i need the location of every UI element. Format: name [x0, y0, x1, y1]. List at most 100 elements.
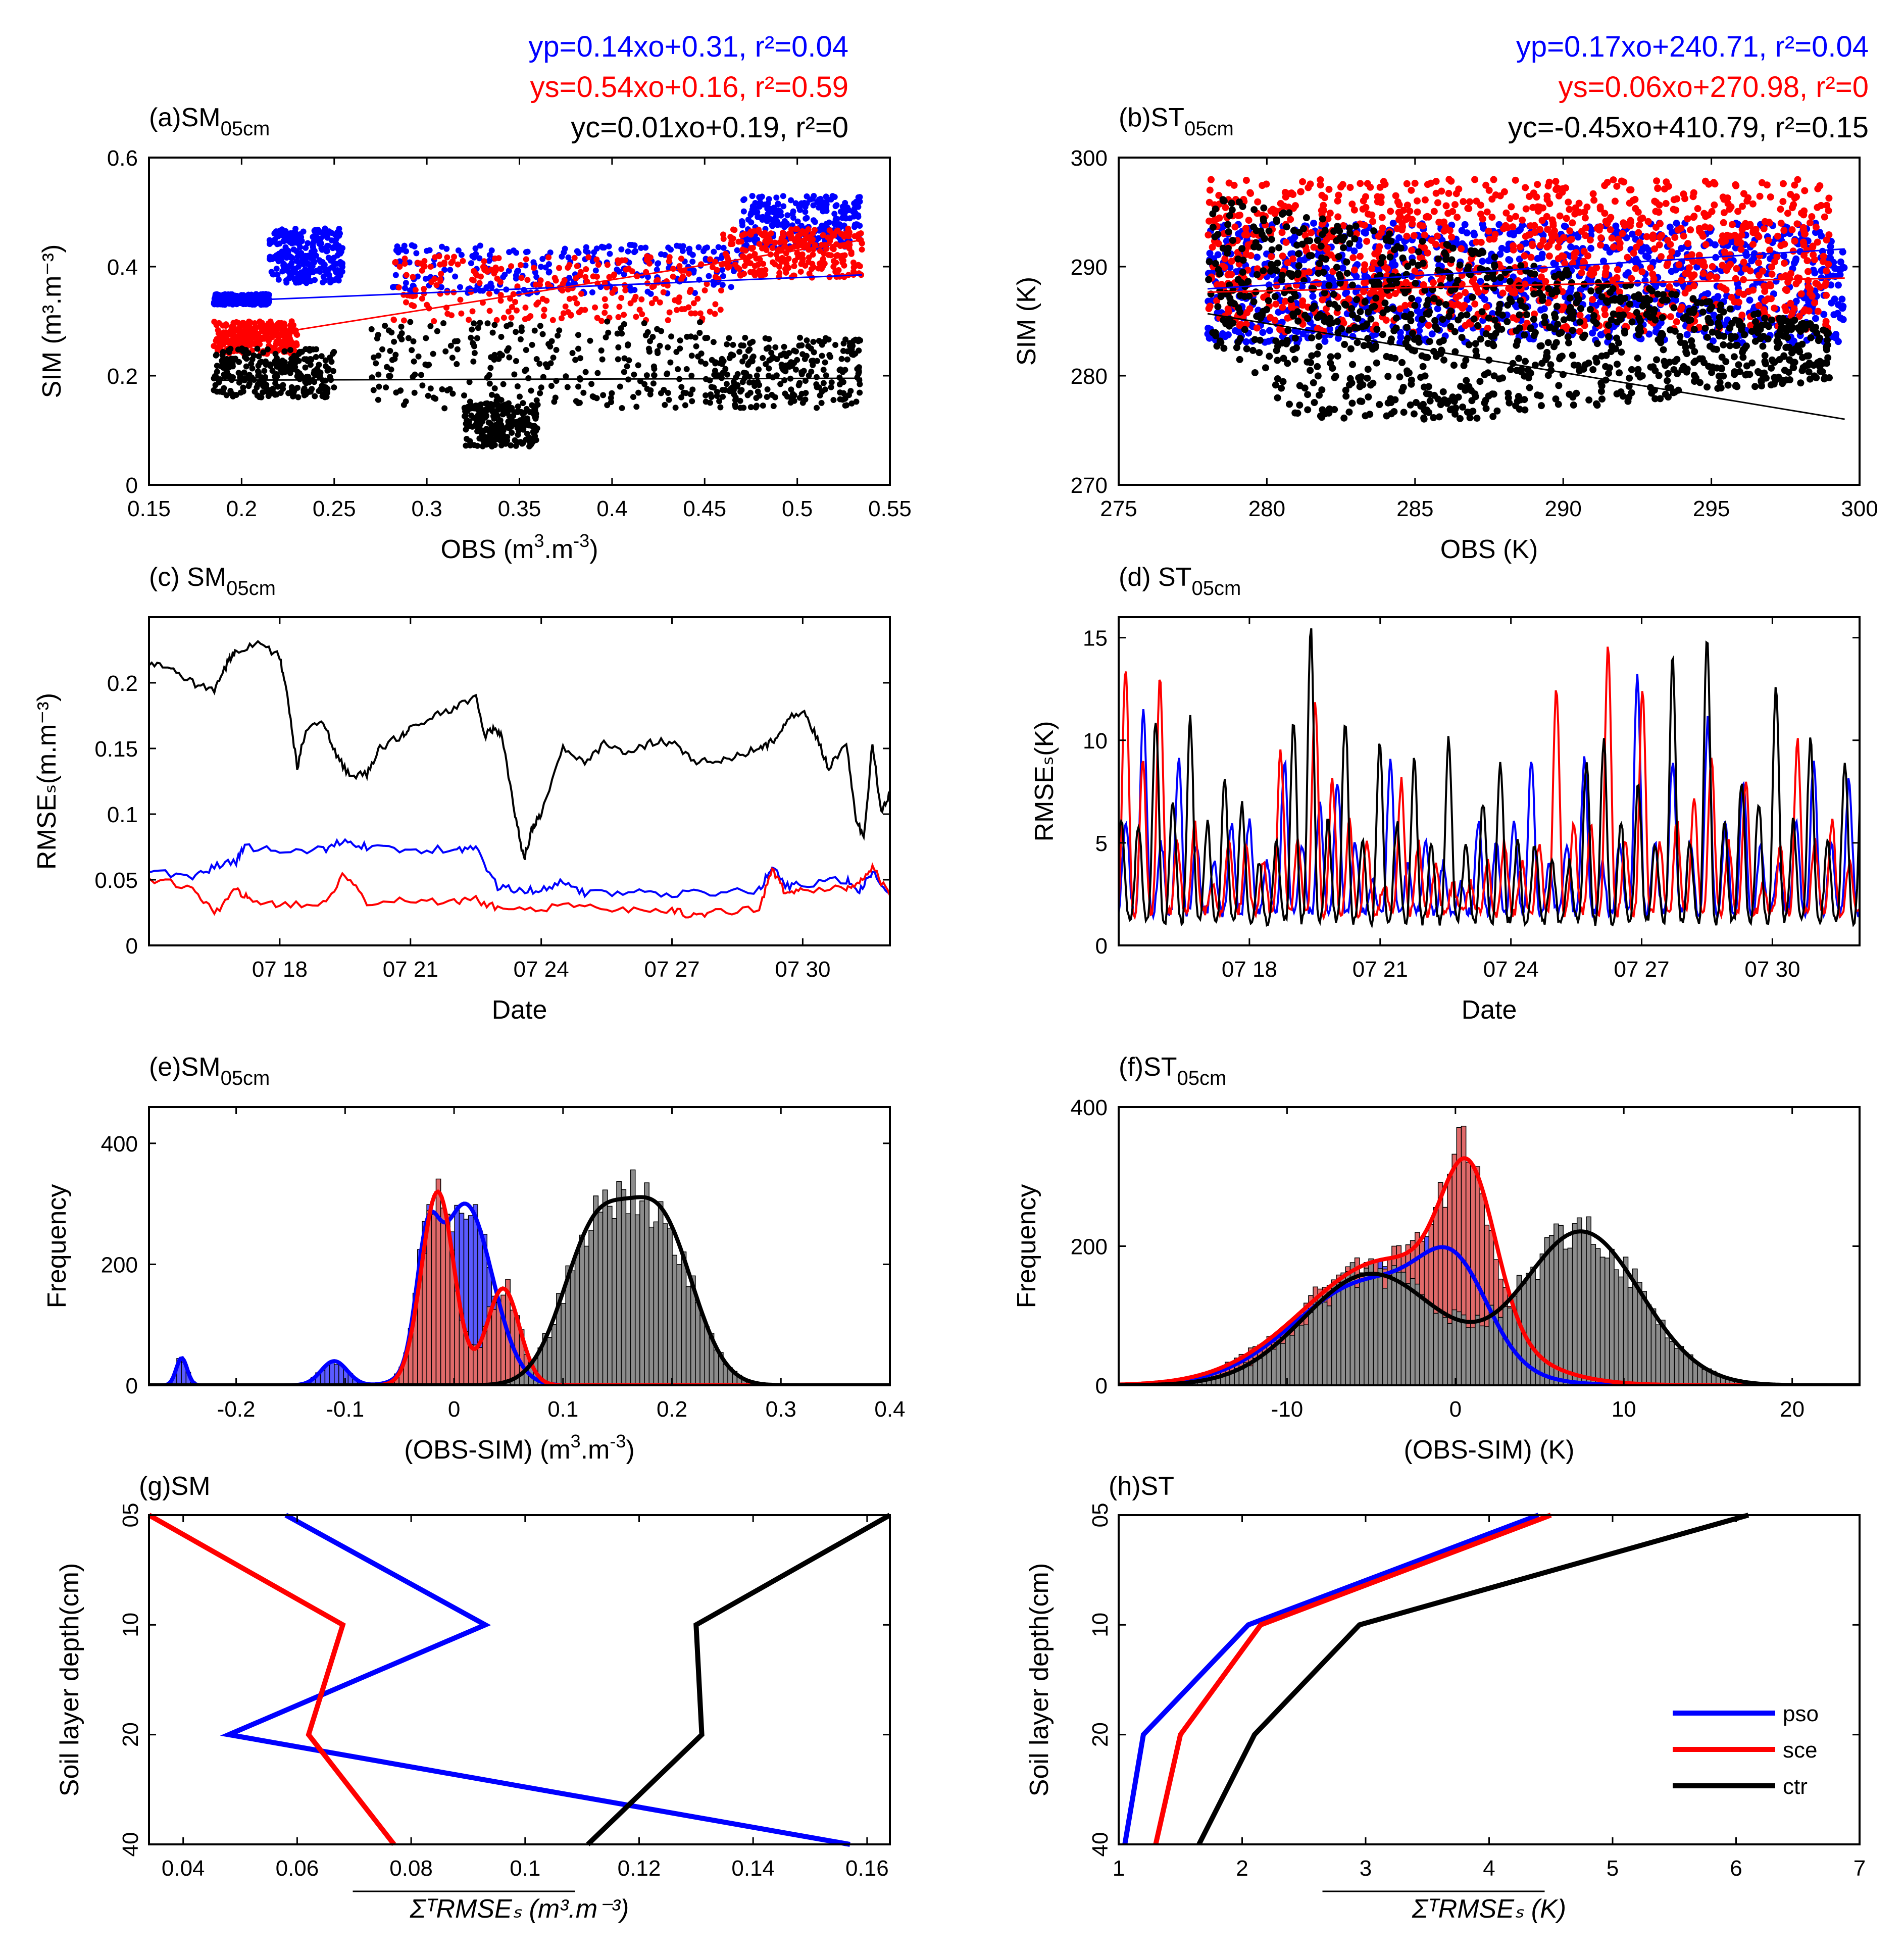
scatter-point-pso	[269, 239, 275, 245]
scatter-point-ctr	[672, 405, 679, 411]
text-span: 05cm	[221, 118, 270, 140]
scatter-point-sce	[1414, 208, 1421, 216]
scatter-point-pso	[258, 291, 264, 297]
scatter-point-pso	[1820, 311, 1828, 318]
scatter-point-sce	[505, 308, 512, 315]
scatter-point-ctr	[618, 325, 624, 331]
scatter-point-sce	[1823, 267, 1830, 275]
scatter-point-pso	[538, 264, 544, 270]
scatter-point-sce	[1395, 216, 1403, 223]
scatter-point-sce	[1596, 223, 1604, 231]
scatter-point-sce	[674, 307, 680, 313]
scatter-point-ctr	[410, 338, 417, 344]
scatter-point-pso	[790, 215, 796, 221]
scatter-point-pso	[1839, 248, 1846, 256]
scatter-point-ctr	[778, 352, 784, 359]
scatter-point-pso	[458, 252, 465, 258]
scatter-point-sce	[239, 320, 246, 326]
scatter-point-sce	[1755, 259, 1762, 267]
scatter-point-sce	[421, 286, 427, 292]
scatter-point-sce	[604, 262, 611, 268]
scatter-point-sce	[220, 329, 227, 336]
scatter-point-sce	[1812, 223, 1820, 231]
scatter-point-sce	[1287, 304, 1295, 311]
scatter-point-ctr	[582, 369, 589, 375]
scatter-point-sce	[500, 315, 507, 321]
scatter-point-sce	[1231, 223, 1239, 231]
y-tick-label: 0	[126, 473, 138, 498]
scatter-point-pso	[320, 279, 326, 286]
scatter-point-sce	[1305, 184, 1312, 191]
scatter-point-sce	[1589, 296, 1596, 304]
scatter-point-pso	[280, 252, 287, 258]
scatter-point-sce	[582, 307, 588, 313]
scatter-point-ctr	[382, 322, 388, 329]
scatter-point-ctr	[555, 332, 561, 339]
scatter-point-sce	[1206, 303, 1214, 310]
scatter-point-ctr	[411, 358, 417, 365]
scatter-point-pso	[794, 218, 801, 225]
scatter-point-ctr	[587, 337, 593, 344]
scatter-point-sce	[1680, 232, 1687, 240]
scatter-point-sce	[1225, 179, 1233, 187]
scatter-point-pso	[1602, 243, 1610, 251]
scatter-point-pso	[333, 240, 339, 246]
scatter-point-sce	[1643, 233, 1650, 240]
scatter-point-ctr	[806, 372, 812, 379]
scatter-point-sce	[846, 229, 853, 235]
scatter-point-sce	[1590, 196, 1598, 204]
scatter-point-ctr	[816, 338, 822, 344]
scatter-point-sce	[621, 312, 627, 318]
scatter-point-ctr	[774, 356, 780, 363]
scatter-point-pso	[297, 244, 304, 250]
scatter-point-ctr	[677, 337, 683, 344]
scatter-point-ctr	[493, 393, 500, 399]
scatter-point-ctr	[471, 320, 477, 327]
scatter-point-pso	[302, 253, 309, 259]
scatter-point-sce	[1427, 179, 1435, 187]
scatter-point-pso	[414, 273, 421, 280]
scatter-point-pso	[1275, 309, 1282, 316]
scatter-point-ctr	[427, 323, 434, 329]
scatter-point-pso	[796, 207, 803, 213]
scatter-point-sce	[815, 265, 822, 272]
scatter-point-sce	[1717, 283, 1724, 290]
scatter-point-sce	[1713, 274, 1720, 281]
scatter-point-ctr	[226, 349, 232, 356]
scatter-point-ctr	[819, 353, 825, 359]
scatter-point-sce	[566, 295, 573, 302]
scatter-point-ctr	[214, 363, 220, 369]
scatter-point-sce	[1279, 304, 1286, 311]
scatter-point-sce	[602, 310, 608, 316]
scatter-point-ctr	[500, 403, 507, 410]
scatter-point-sce	[233, 319, 240, 325]
scatter-point-pso	[1235, 328, 1242, 336]
scatter-point-sce	[1624, 254, 1631, 261]
scatter-point-pso	[468, 260, 474, 267]
scatter-point-ctr	[267, 387, 274, 393]
scatter-point-ctr	[500, 381, 507, 387]
scatter-point-pso	[851, 200, 858, 207]
scatter-point-sce	[1334, 197, 1341, 205]
scatter-point-pso	[784, 212, 791, 219]
scatter-point-pso	[1516, 256, 1523, 263]
scatter-point-sce	[508, 263, 515, 270]
scatter-point-pso	[1361, 228, 1368, 236]
scatter-point-ctr	[544, 364, 550, 371]
scatter-point-pso	[441, 267, 448, 273]
scatter-point-ctr	[689, 398, 695, 405]
x-tick-label: 0.55	[868, 496, 912, 521]
scatter-point-pso	[599, 244, 606, 251]
scatter-point-sce	[717, 307, 724, 313]
scatter-point-ctr	[624, 363, 630, 370]
scatter-point-sce	[1364, 180, 1371, 187]
scatter-point-ctr	[814, 405, 820, 411]
scatter-point-sce	[1536, 226, 1544, 233]
scatter-point-sce	[623, 266, 629, 273]
scatter-point-ctr	[762, 335, 769, 341]
scatter-point-sce	[1777, 206, 1784, 213]
scatter-point-sce	[1225, 270, 1233, 278]
scatter-point-pso	[1678, 244, 1685, 252]
scatter-point-sce	[476, 280, 483, 286]
scatter-point-pso	[747, 212, 754, 218]
